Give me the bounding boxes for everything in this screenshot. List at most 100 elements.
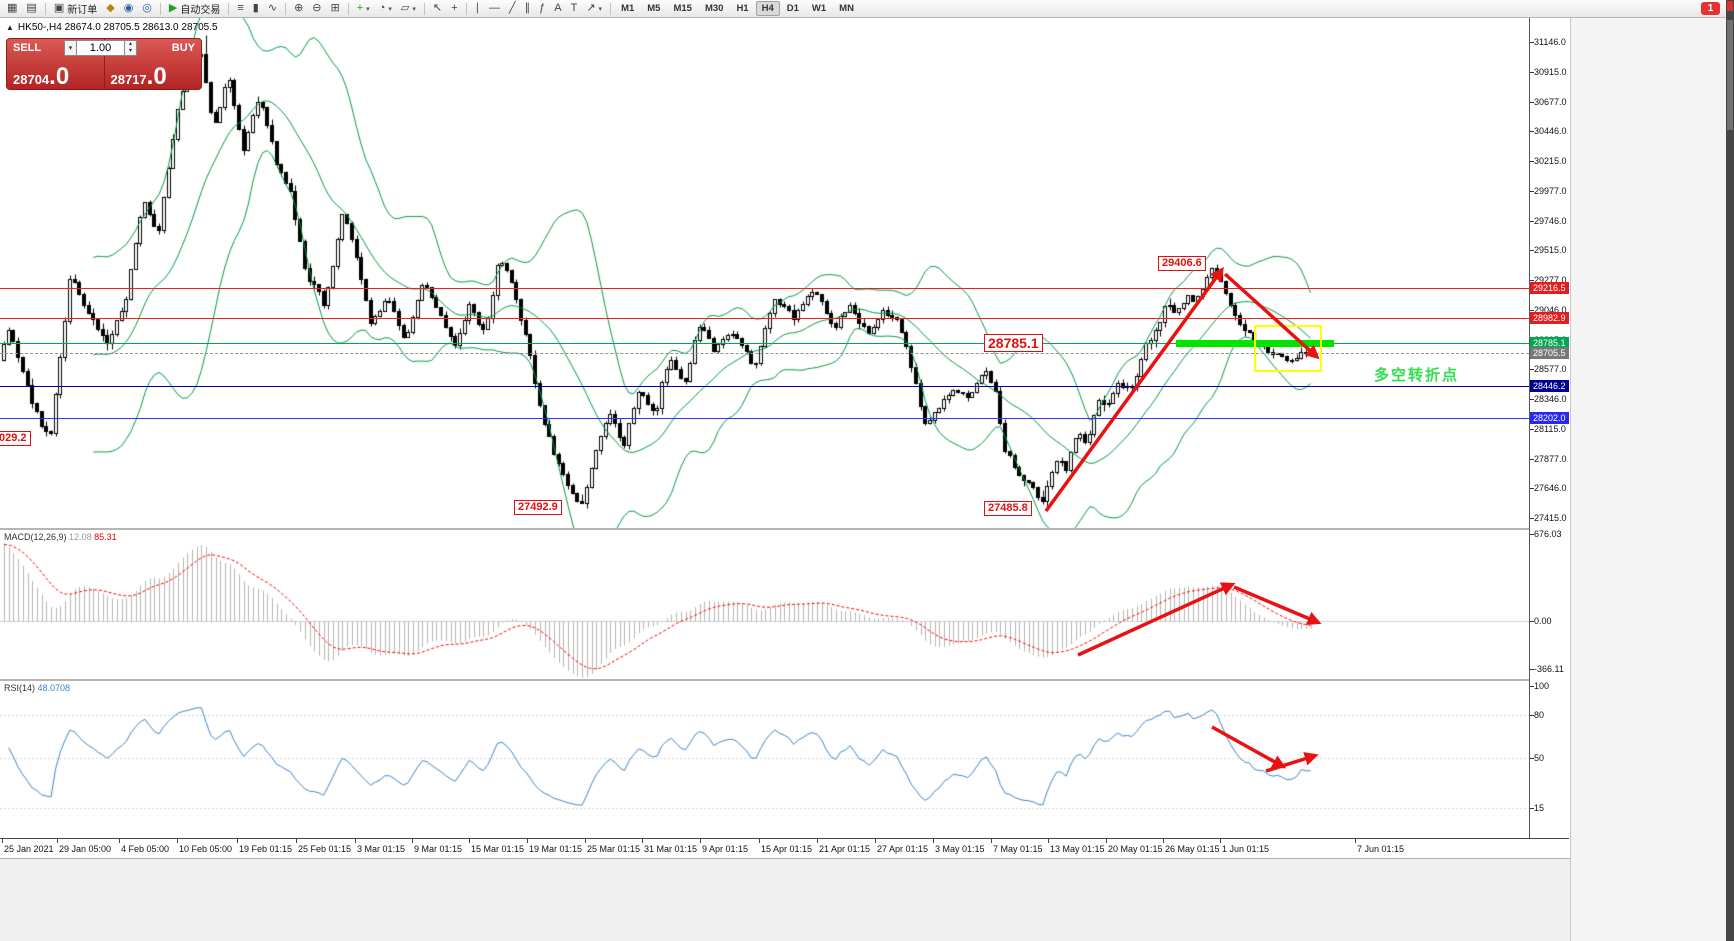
arrows-icon: ↗ [586, 2, 596, 14]
price-level-line[interactable] [0, 288, 1529, 289]
price-level-line[interactable] [0, 418, 1529, 419]
zoom-in-button[interactable]: ⊕ [290, 1, 307, 16]
line-chart-button[interactable]: ∿ [264, 1, 281, 16]
price-level-line[interactable] [0, 353, 1529, 354]
price-axis-tick [1530, 161, 1534, 162]
price-axis-label: 30215.0 [1534, 156, 1567, 166]
panel-splitter[interactable] [0, 679, 1569, 681]
macd-canvas [0, 530, 1529, 678]
time-axis-label: 19 Feb 01:15 [239, 844, 293, 854]
new-chart-button[interactable]: ▦ [3, 1, 21, 16]
chevron-down-icon: ▾ [366, 5, 370, 13]
time-axis-tick [585, 839, 586, 843]
time-axis-label: 10 Feb 05:00 [179, 844, 233, 854]
timeframe-d1-button[interactable]: D1 [786, 3, 799, 14]
candlestick-chart-button[interactable]: ▮ [249, 1, 263, 16]
timeframe-m30-button[interactable]: M30 [704, 3, 724, 14]
timeframe-m5-button[interactable]: M5 [647, 3, 661, 14]
time-axis-label: 26 May 01:15 [1165, 844, 1220, 854]
trendline-icon: ╱ [509, 2, 516, 14]
crosshair-button[interactable]: + [447, 1, 461, 16]
autotrading-label: 自动交易 [180, 5, 221, 16]
equidistant-channel-icon: ∥ [524, 2, 531, 14]
macd-indicator-label: MACD(12,26,9) 12.08 85.31 [4, 532, 117, 542]
price-axis-label: 29277.0 [1534, 275, 1567, 285]
autotrading-icon: ▶ [168, 2, 178, 14]
rsi-axis-label: 100 [1534, 681, 1550, 691]
equidistant-channel-button[interactable]: ∥ [521, 1, 535, 16]
buy-price: 28717.0 [110, 63, 167, 90]
chevron-down-icon: ▾ [412, 5, 416, 13]
metaeditor-button[interactable]: ◆ [102, 1, 118, 16]
timeframe-h1-button[interactable]: H1 [736, 3, 749, 14]
spin-up-icon[interactable]: ▴ [128, 41, 132, 47]
spin-down-icon[interactable]: ▾ [128, 48, 132, 54]
toolbar-separator [285, 2, 287, 15]
level-lines-layer [0, 18, 1529, 528]
timeframe-w1-button[interactable]: W1 [811, 3, 827, 14]
price-tag: 28446.2 [1530, 380, 1569, 393]
rsi-panel[interactable]: RSI(14) 48.0708 [0, 681, 1529, 838]
autotrading-button[interactable]: ▶ 自动交易 [165, 1, 224, 17]
zoom-out-button[interactable]: ⊖ [308, 1, 325, 16]
cursor-button[interactable]: ↖ [429, 1, 446, 16]
price-scale[interactable]: 31146.0 30915.0 30677.0 30446.0 30215.0 29977… [1529, 18, 1569, 858]
time-axis-tick [177, 839, 178, 843]
indicators-button[interactable]: + ▾ [353, 1, 374, 16]
price-level-line[interactable] [0, 386, 1529, 387]
panel-splitter[interactable] [0, 528, 1569, 530]
one-click-collapse-icon[interactable]: ▲ [6, 23, 14, 32]
time-axis-tick [237, 839, 238, 843]
text-label-button[interactable]: T [567, 1, 582, 16]
templates-button[interactable]: ▱ ▾ [397, 1, 420, 16]
time-axis-label: 9 Mar 01:15 [414, 844, 463, 854]
volume-input[interactable]: 1.00 [77, 40, 125, 56]
price-chart[interactable]: ▲ HK50-,H4 28674.0 28705.5 28613.0 28705.… [0, 18, 1529, 528]
navigator-button[interactable]: ◎ [138, 1, 156, 16]
volume-dropdown[interactable]: ▾ [64, 40, 77, 56]
time-axis-tick [469, 839, 470, 843]
horizontal-line-button[interactable]: ― [485, 1, 504, 16]
price-level-line[interactable] [0, 318, 1529, 319]
macd-axis-tick [1530, 669, 1534, 670]
new-chart-icon: ▦ [7, 2, 18, 14]
timeframe-h4-button[interactable]: H4 [755, 1, 780, 16]
vertical-scrollbar[interactable] [1726, 0, 1734, 941]
price-axis-label: 31146.0 [1534, 37, 1566, 47]
market-watch-button[interactable]: ◉ [120, 1, 138, 16]
volume-spinner[interactable]: ▴ ▾ [125, 40, 137, 56]
tile-windows-icon: ⊞ [330, 2, 340, 14]
price-axis-tick [1530, 190, 1534, 192]
trendline-button[interactable]: ╱ [505, 1, 520, 16]
navigator-icon: ◎ [142, 2, 152, 14]
fibonacci-button[interactable]: ƒ [535, 1, 549, 16]
time-axis-tick [57, 839, 58, 843]
symbol-ohlc-label: HK50-,H4 28674.0 28705.5 28613.0 28705.5 [17, 22, 218, 33]
tile-windows-button[interactable]: ⊞ [327, 1, 344, 16]
notification-badge[interactable]: 1 [1701, 2, 1720, 15]
text-button[interactable]: A [550, 1, 565, 16]
time-axis-tick [759, 839, 760, 843]
price-axis-label: 29746.0 [1534, 215, 1567, 226]
scrollbar-thumb[interactable] [1727, 20, 1733, 130]
fibonacci-icon: ƒ [539, 2, 546, 14]
price-level-line[interactable] [0, 343, 1529, 344]
toolbar-separator [610, 2, 612, 15]
chevron-down-icon: ▾ [388, 5, 392, 13]
vertical-line-button[interactable]: ∣ [471, 1, 485, 16]
timeframe-m15-button[interactable]: M15 [673, 3, 692, 14]
scrollbar-marker [1727, 1, 1733, 11]
bar-chart-button[interactable]: ≡ [233, 1, 247, 16]
profiles-button[interactable]: ▤ [22, 1, 40, 16]
macd-panel[interactable]: MACD(12,26,9) 12.08 85.31 [0, 530, 1529, 678]
new-order-button[interactable]: ▣ 新订单 [50, 1, 101, 17]
time-axis[interactable]: 25 Jan 2021 29 Jan 05:00 4 Feb 05:00 10 Feb… [0, 838, 1569, 858]
price-axis-label: 30915.0 [1534, 66, 1567, 77]
timeframe-mn-button[interactable]: MN [839, 3, 854, 14]
arrows-button[interactable]: ↗ ▾ [582, 1, 606, 16]
timeframe-m1-button[interactable]: M1 [621, 3, 635, 14]
toolbar-separator [347, 2, 349, 15]
periods-button[interactable]: ◔ ▾ [375, 1, 396, 16]
time-axis-label: 3 May 01:15 [935, 844, 985, 854]
